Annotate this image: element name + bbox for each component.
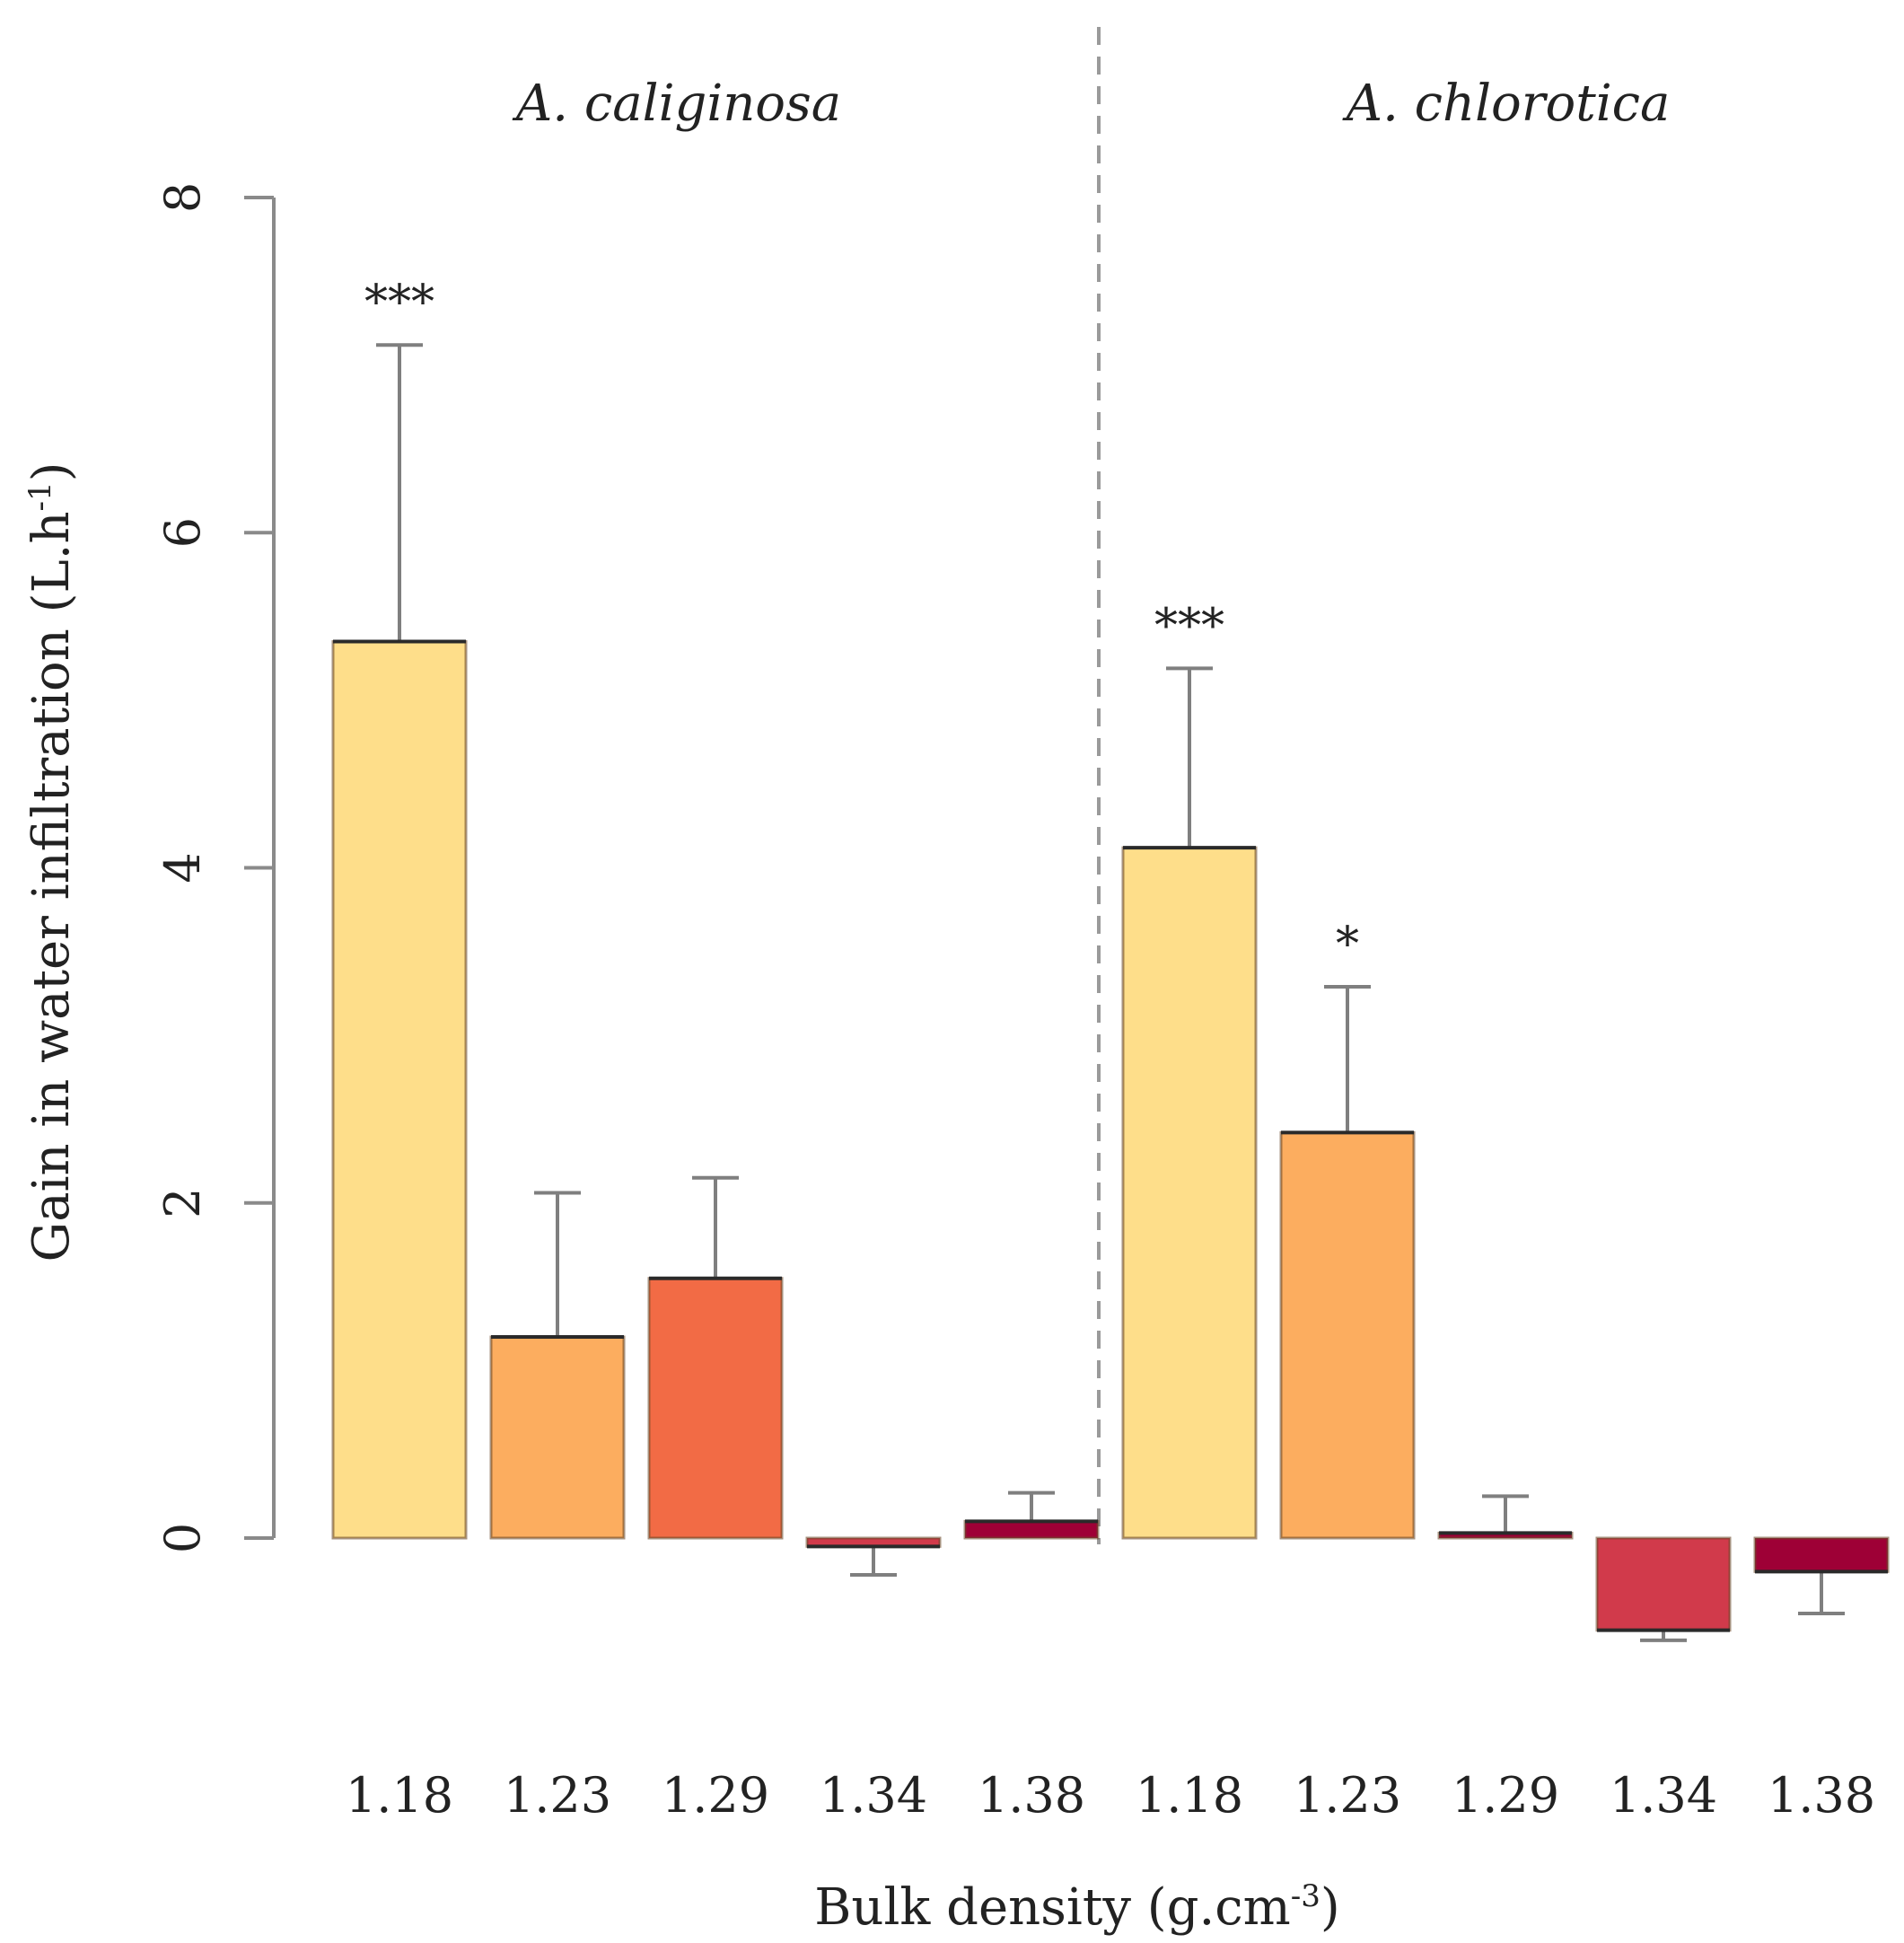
x-tick-label: 1.38 (978, 1767, 1085, 1824)
x-axis-title-sup: -3 (1291, 1878, 1321, 1914)
y-tick-label: 8 (154, 182, 211, 213)
y-axis-title: Gain in water infiltration (L.h-1) (22, 462, 81, 1262)
x-axis-title-end: ) (1321, 1878, 1340, 1937)
group-label-1: A. caliginosa (512, 75, 841, 133)
x-tick-label: 1.23 (504, 1767, 611, 1824)
x-axis-title: Bulk density (g.cm-3) (814, 1878, 1339, 1937)
x-tick-label: 1.38 (1768, 1767, 1875, 1824)
bar-2-1.34 (1595, 1536, 1732, 1632)
bar-1-1.23 (489, 1335, 626, 1540)
y-tick-label: 4 (154, 852, 211, 883)
group-label-2: A. chlorotica (1342, 75, 1671, 133)
x-tick-label: 1.34 (820, 1767, 927, 1824)
y-axis-title-end: ) (22, 462, 81, 482)
x-tick-label: 1.29 (662, 1767, 769, 1824)
bar-2-1.23 (1279, 1130, 1416, 1540)
bar-1-1.29 (647, 1277, 784, 1540)
y-axis: 0 2 4 6 8 (154, 182, 276, 1553)
y-axis-title-main: Gain in water infiltration (L.h (22, 511, 81, 1262)
bar-1-1.38 (963, 1519, 1100, 1540)
x-tick-label: 1.29 (1452, 1767, 1559, 1824)
x-tick-label: 1.23 (1294, 1767, 1401, 1824)
x-tick-label: 1.18 (346, 1767, 453, 1824)
x-tick-label: 1.34 (1610, 1767, 1717, 1824)
significance-label: *** (364, 276, 434, 330)
bar-2-1.18 (1121, 846, 1258, 1540)
y-tick-label: 2 (154, 1188, 211, 1218)
x-axis-title-main: Bulk density (g.cm (814, 1878, 1290, 1937)
bars-layer (331, 343, 1890, 1642)
bar-2-1.38 (1753, 1536, 1890, 1573)
x-tick-label: 1.18 (1136, 1767, 1243, 1824)
significance-label: *** (1154, 599, 1224, 653)
labels-layer: 1.18 *** 1.23 1.29 1.34 1.38 1.18 *** 1.23 * 1.29 1… (346, 276, 1875, 1824)
significance-label: * (1336, 918, 1359, 972)
y-axis-title-sup: -1 (22, 481, 58, 511)
y-tick-label: 6 (154, 517, 211, 548)
bar-1-1.18 (331, 640, 468, 1540)
y-tick-label: 0 (154, 1523, 211, 1553)
